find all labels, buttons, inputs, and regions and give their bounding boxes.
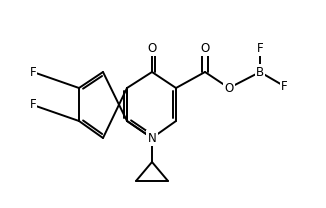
Text: O: O xyxy=(200,42,210,54)
Text: N: N xyxy=(148,131,156,145)
Text: B: B xyxy=(256,66,264,78)
Text: F: F xyxy=(257,42,263,54)
Text: F: F xyxy=(30,99,36,111)
Text: O: O xyxy=(147,42,156,54)
Text: F: F xyxy=(30,66,36,78)
Text: O: O xyxy=(224,82,234,94)
Text: F: F xyxy=(281,79,287,93)
